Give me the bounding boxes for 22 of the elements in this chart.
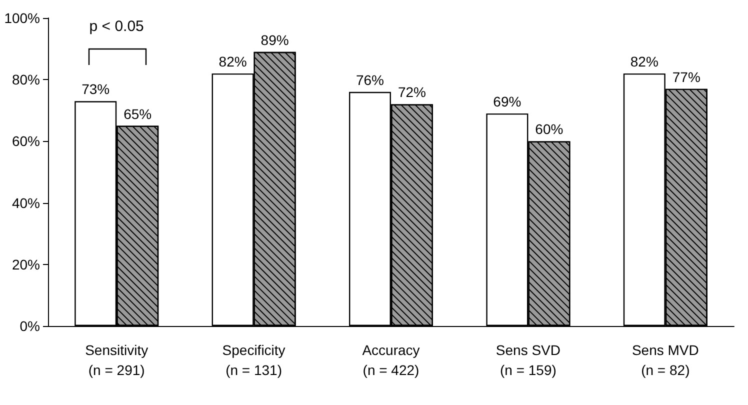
- x-tick-label: Sens SVD (n = 159): [496, 342, 560, 378]
- data-label: 72%: [398, 84, 426, 100]
- y-tick-label: 100%: [4, 10, 40, 26]
- x-tick-label: Accuracy (n = 422): [362, 342, 420, 378]
- data-label: 73%: [82, 81, 110, 98]
- data-label: 77%: [672, 68, 700, 85]
- x-tick-label: Sens MVD (n = 82): [632, 342, 699, 378]
- x-tick-label: Sensitivity (n = 291): [85, 342, 148, 378]
- x-tick-label: Specificity (n = 131): [222, 342, 286, 378]
- data-label: 82%: [218, 53, 247, 70]
- data-label: 60%: [535, 121, 564, 138]
- data-label: 69%: [493, 93, 522, 110]
- data-label: 76%: [356, 72, 384, 88]
- y-tick-label: 40%: [12, 194, 40, 211]
- data-label: 89%: [260, 32, 289, 48]
- data-label: 65%: [124, 106, 152, 122]
- y-tick-label: 0%: [20, 318, 40, 334]
- annotation: p < 0.05: [88, 18, 145, 35]
- y-tick-label: 20%: [12, 256, 40, 272]
- y-tick-label: 80%: [12, 72, 40, 88]
- data-label: 82%: [630, 53, 658, 70]
- y-tick-label: 60%: [12, 133, 40, 150]
